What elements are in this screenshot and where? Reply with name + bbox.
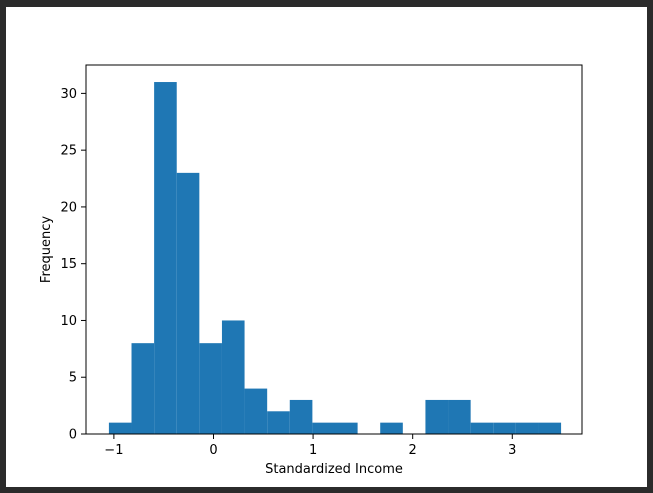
histogram-bar (267, 411, 290, 434)
histogram-bar (334, 422, 358, 434)
x-tick-label: 1 (309, 443, 317, 458)
histogram-bar (176, 172, 200, 434)
histogram-bar (470, 422, 494, 434)
figure: −1 0 1 2 3 0 5 10 15 20 25 30 Standardized Income … (6, 7, 647, 487)
y-tick-label: 5 (69, 371, 77, 386)
histogram-bar (515, 422, 539, 434)
y-tick-label: 0 (69, 428, 77, 443)
histogram-bar (154, 82, 177, 435)
y-tick-label: 20 (60, 200, 77, 215)
x-tick-label: −1 (104, 443, 123, 458)
histogram-bar (131, 343, 155, 434)
histogram-bar (493, 422, 516, 434)
histogram-bar (538, 422, 562, 434)
histogram-bar (244, 388, 268, 434)
y-axis-label: Frequency (39, 216, 54, 283)
plot-frame (85, 64, 583, 435)
x-tick-label: 0 (209, 443, 217, 458)
y-tick-label: 25 (60, 144, 77, 159)
histogram-bar (380, 422, 403, 434)
x-tick-label: 3 (508, 443, 516, 458)
y-axis: 0 5 10 15 20 25 30 (60, 87, 86, 443)
histogram-bar (108, 422, 132, 434)
x-axis: −1 0 1 2 3 (104, 434, 516, 458)
histogram-bar (221, 320, 245, 434)
y-tick-label: 30 (60, 87, 77, 102)
histogram-bar (199, 343, 222, 434)
histogram-bar (289, 399, 313, 434)
histogram-bar (425, 399, 449, 434)
histogram-bar (448, 399, 471, 434)
bars-group (108, 82, 562, 435)
y-tick-label: 15 (60, 257, 77, 272)
histogram-bar (312, 422, 335, 434)
y-tick-label: 10 (60, 314, 77, 329)
x-axis-label: Standardized Income (265, 462, 403, 477)
x-tick-label: 2 (409, 443, 417, 458)
